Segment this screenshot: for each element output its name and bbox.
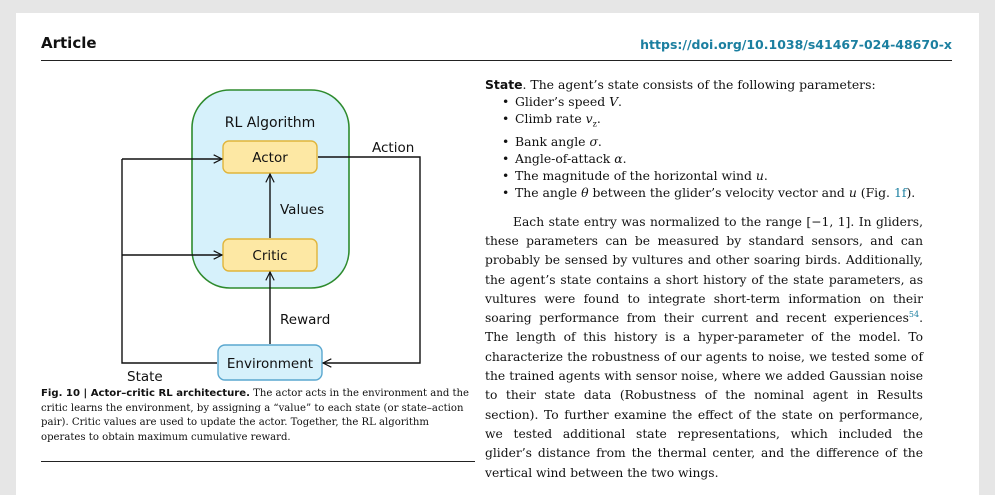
state-paragraph-heading: State. The agent’s state consists of the… xyxy=(485,76,923,93)
doi-link[interactable]: https://doi.org/10.1038/s41467-024-48670… xyxy=(640,37,952,52)
bullet-text: . xyxy=(622,151,627,167)
bullet-text: . xyxy=(597,133,602,149)
actor-critic-diagram: RL Algorithm Actor Critic Environment Va… xyxy=(121,89,421,385)
caption-label: Fig. 10 | Actor–critic RL architecture. xyxy=(41,388,250,399)
list-item: Bank angle σ. xyxy=(485,133,923,150)
critic-label: Critic xyxy=(252,248,287,264)
bullet-text: Climb rate xyxy=(515,111,586,127)
paragraph-text: Each state entry was normalized to the r… xyxy=(485,214,923,326)
bullet-text: . xyxy=(596,111,601,127)
bullet-text: The angle xyxy=(515,185,582,201)
bullet-text: (Fig. xyxy=(856,185,894,201)
bullet-symbol: u xyxy=(848,185,857,201)
values-label: Values xyxy=(280,202,324,218)
bullet-text: ). xyxy=(906,185,916,201)
bullet-text: . xyxy=(763,168,768,184)
bullet-symbol: θ xyxy=(581,185,589,201)
state-label: State xyxy=(127,369,163,385)
state-intro: . The agent’s state consists of the foll… xyxy=(522,77,876,92)
rl-algorithm-label: RL Algorithm xyxy=(225,115,316,131)
bullet-subscript: z xyxy=(592,119,597,129)
bullet-text: Bank angle xyxy=(515,133,590,149)
state-normalization-paragraph: Each state entry was normalized to the r… xyxy=(485,213,923,483)
citation-link[interactable]: 54 xyxy=(908,310,920,320)
bullet-symbol: v xyxy=(585,111,593,127)
bullet-text: between the glider’s velocity vector and xyxy=(588,185,849,201)
list-item: The magnitude of the horizontal wind u. xyxy=(485,167,923,184)
list-item: Glider’s speed V. xyxy=(485,93,923,110)
caption-rule xyxy=(41,461,475,462)
critic-box xyxy=(222,238,318,272)
actor-label: Actor xyxy=(252,150,288,166)
environment-label: Environment xyxy=(227,356,313,372)
action-label: Action xyxy=(372,140,414,156)
list-item: The angle θ between the glider’s velocit… xyxy=(485,184,923,201)
body-column: State. The agent’s state consists of the… xyxy=(485,76,923,483)
list-item: Climb rate vz. xyxy=(485,110,923,133)
state-arrow-line xyxy=(121,159,217,364)
paragraph-text: . The length of this history is a hyper-… xyxy=(485,311,923,480)
section-label: Article xyxy=(41,34,97,52)
state-heading: State xyxy=(485,77,523,92)
bullet-symbol: α xyxy=(614,151,623,167)
figure-reference-link[interactable]: 1f xyxy=(893,185,907,201)
state-parameter-list: Glider’s speed V. Climb rate vz. Bank an… xyxy=(485,93,923,202)
figure-caption: Fig. 10 | Actor–critic RL architecture. … xyxy=(41,387,476,445)
bullet-text: Angle-of-attack xyxy=(515,151,615,167)
bullet-text: The magnitude of the horizontal wind xyxy=(515,168,756,184)
bullet-symbol: V xyxy=(609,94,619,109)
environment-box xyxy=(217,344,323,381)
header-rule xyxy=(41,60,952,61)
list-item: Angle-of-attack α. xyxy=(485,150,923,167)
action-arrow xyxy=(318,156,421,363)
caption-text: The actor acts in the environment and th… xyxy=(41,388,470,443)
reward-label: Reward xyxy=(280,312,330,328)
bullet-text: Glider’s speed xyxy=(515,94,610,109)
bullet-symbol: u xyxy=(755,168,764,184)
bullet-symbol: σ xyxy=(589,133,598,149)
bullet-text: . xyxy=(618,94,622,109)
actor-box xyxy=(222,140,318,174)
